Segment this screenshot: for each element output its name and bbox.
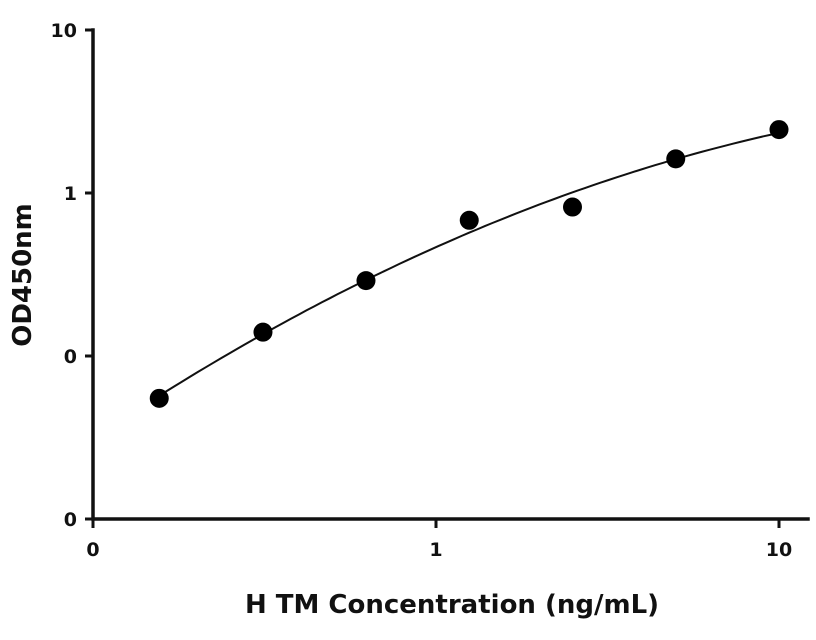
data-point — [769, 120, 789, 140]
data-point — [562, 197, 582, 217]
data-point — [666, 149, 686, 169]
y-tick-label: 0 — [64, 346, 77, 368]
data-point — [253, 322, 273, 342]
x-tick-label: 0 — [86, 539, 99, 561]
y-tick-label: 1 — [64, 183, 77, 205]
x-tick-label: 10 — [766, 539, 792, 561]
data-point — [149, 388, 169, 408]
y-tick-label: 0 — [64, 509, 77, 531]
fit-curve — [158, 131, 780, 397]
x-axis-title: H TM Concentration (ng/mL) — [245, 590, 659, 620]
axis-lines — [91, 28, 810, 521]
y-tick-label: 10 — [51, 20, 77, 42]
x-tick-label: 1 — [429, 539, 442, 561]
data-point — [459, 210, 479, 230]
y-axis-title: OD450nm — [8, 203, 38, 347]
data-point — [356, 271, 376, 291]
